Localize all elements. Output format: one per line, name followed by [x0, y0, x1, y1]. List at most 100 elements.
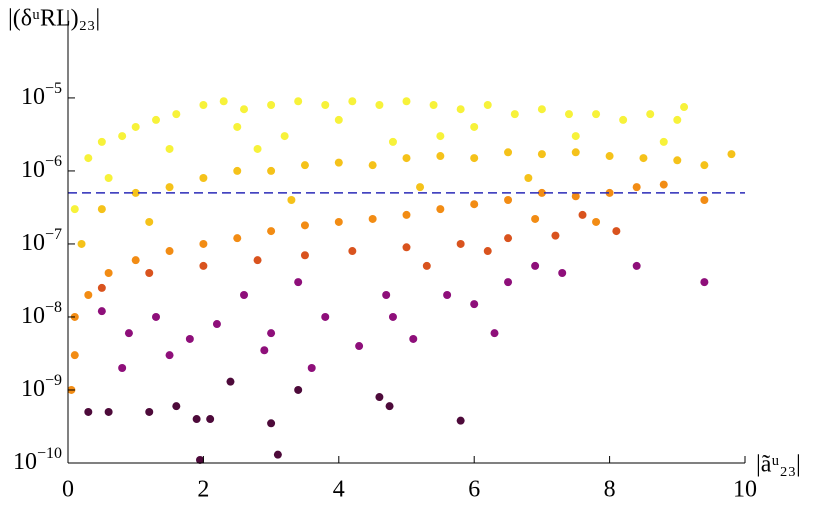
point: [436, 205, 445, 214]
point: [470, 300, 479, 309]
point: [348, 247, 357, 256]
point: [104, 269, 113, 278]
point: [551, 231, 560, 240]
point: [104, 174, 113, 183]
point: [504, 234, 513, 243]
point: [504, 148, 513, 157]
point: [680, 103, 689, 112]
point: [612, 227, 621, 236]
y-tick-label: 10−7: [21, 226, 62, 256]
point: [152, 312, 161, 321]
point: [456, 105, 465, 114]
point: [321, 312, 330, 321]
point: [571, 132, 580, 141]
point: [385, 402, 394, 411]
point: [504, 278, 513, 287]
point: [402, 210, 411, 219]
point: [355, 342, 364, 351]
point: [77, 239, 86, 248]
point: [321, 100, 330, 109]
point: [409, 334, 418, 343]
point: [124, 329, 133, 338]
point: [470, 200, 479, 209]
point: [84, 154, 93, 163]
point: [233, 166, 242, 175]
point: [273, 450, 282, 459]
point: [531, 261, 540, 270]
point: [97, 205, 106, 214]
point: [375, 393, 384, 402]
point: [659, 137, 668, 146]
y-tick-label: 10−6: [21, 153, 62, 183]
point: [673, 156, 682, 165]
point: [165, 183, 174, 192]
point: [240, 290, 249, 299]
point: [97, 307, 106, 316]
point: [483, 100, 492, 109]
point: [97, 137, 106, 146]
point: [659, 180, 668, 189]
point: [504, 195, 513, 204]
point: [253, 256, 262, 265]
point: [592, 110, 601, 119]
point: [429, 100, 438, 109]
point: [84, 407, 93, 416]
point: [219, 97, 228, 106]
point: [334, 158, 343, 167]
point: [416, 183, 425, 192]
point: [700, 278, 709, 287]
point: [605, 152, 614, 161]
point: [422, 261, 431, 270]
point: [267, 329, 276, 338]
point: [294, 278, 303, 287]
point: [233, 234, 242, 243]
point: [70, 351, 79, 360]
point: [388, 137, 397, 146]
point: [267, 227, 276, 236]
point: [118, 132, 127, 141]
point: [700, 195, 709, 204]
x-tick-label: 4: [333, 477, 345, 503]
point: [172, 402, 181, 411]
point: [260, 346, 269, 355]
point: [294, 97, 303, 106]
point: [436, 132, 445, 141]
y-axis-label: |(δᵘRL)₂₃|: [8, 6, 100, 32]
point: [104, 407, 113, 416]
point: [280, 132, 289, 141]
point: [727, 150, 736, 159]
point: [578, 210, 587, 219]
point: [199, 239, 208, 248]
point: [240, 105, 249, 114]
point: [267, 166, 276, 175]
y-tick-label: 10−5: [21, 80, 62, 110]
point: [382, 290, 391, 299]
x-axis-label: |ãᵘ₂₃|: [756, 452, 801, 478]
point: [531, 214, 540, 223]
point: [456, 239, 465, 248]
point: [300, 251, 309, 260]
point: [571, 148, 580, 157]
point: [619, 115, 628, 124]
point: [443, 290, 452, 299]
point: [233, 122, 242, 131]
point: [368, 161, 377, 170]
point: [592, 217, 601, 226]
point: [537, 105, 546, 114]
x-tick-label: 2: [197, 477, 209, 503]
point: [165, 351, 174, 360]
point: [84, 290, 93, 299]
point: [605, 188, 614, 197]
point: [300, 161, 309, 170]
point: [646, 110, 655, 119]
point: [196, 455, 205, 464]
point: [456, 416, 465, 425]
point: [294, 385, 303, 394]
point: [199, 261, 208, 270]
point: [537, 150, 546, 159]
point: [700, 161, 709, 170]
point: [118, 364, 127, 373]
point: [131, 122, 140, 131]
point: [632, 261, 641, 270]
point: [571, 192, 580, 201]
